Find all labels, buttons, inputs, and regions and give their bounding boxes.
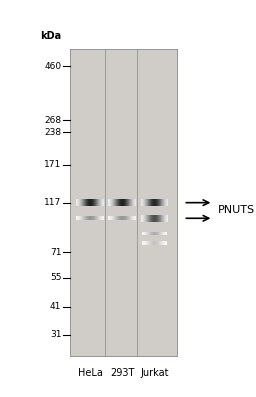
Text: 460: 460 <box>44 62 61 71</box>
Text: 31: 31 <box>50 330 61 339</box>
Text: 238: 238 <box>44 127 61 137</box>
Text: 293T: 293T <box>110 368 135 378</box>
Text: 41: 41 <box>50 303 61 312</box>
Text: PNUTS: PNUTS <box>218 206 255 216</box>
Text: HeLa: HeLa <box>78 368 103 378</box>
Text: 71: 71 <box>50 248 61 257</box>
Bar <box>70 49 177 356</box>
Text: Jurkat: Jurkat <box>140 368 169 378</box>
Text: 117: 117 <box>44 198 61 207</box>
Text: 268: 268 <box>44 116 61 125</box>
Text: 55: 55 <box>50 273 61 282</box>
Text: 171: 171 <box>44 160 61 170</box>
Text: kDa: kDa <box>40 31 61 41</box>
